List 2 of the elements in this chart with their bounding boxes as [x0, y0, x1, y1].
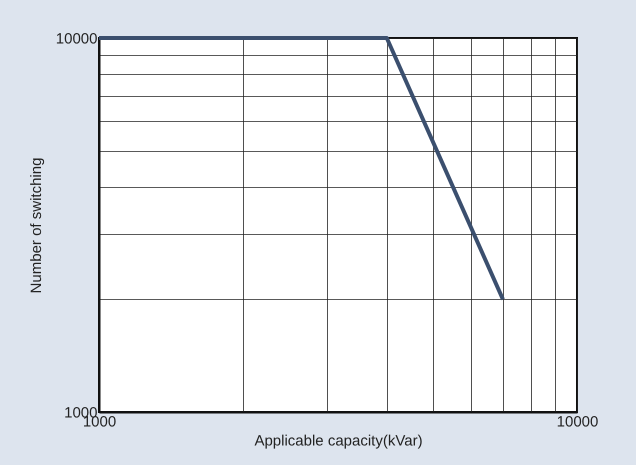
x-axis-title: Applicable capacity(kVar): [254, 432, 423, 450]
y-axis-title: Number of switching: [28, 158, 45, 294]
